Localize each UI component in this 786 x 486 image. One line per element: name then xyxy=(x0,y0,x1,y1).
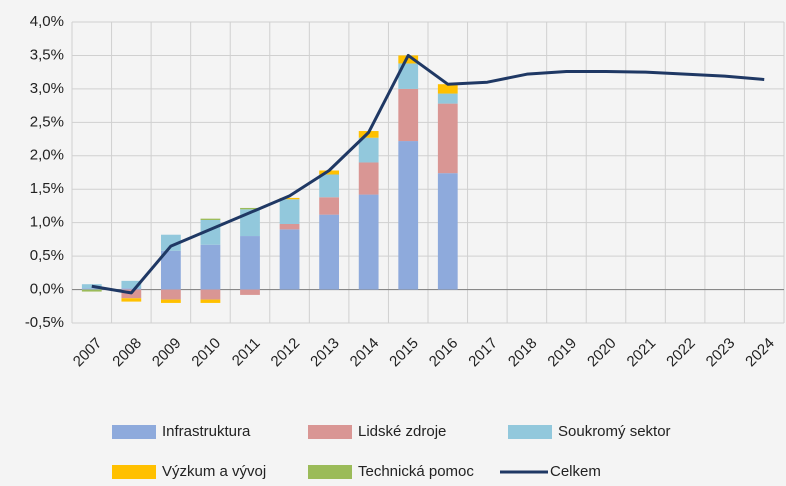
bar-segment xyxy=(200,299,221,303)
bar-segment xyxy=(161,289,181,300)
bar-segment xyxy=(279,197,300,200)
line xyxy=(91,53,765,295)
legend-swatch xyxy=(112,425,156,439)
bar-segment xyxy=(121,280,142,289)
legend-swatch xyxy=(308,465,352,479)
legend-swatch xyxy=(308,425,352,439)
bar-segment xyxy=(161,250,181,290)
bar-segment xyxy=(240,289,260,295)
x-tick-label: 2021 xyxy=(624,335,660,371)
bar-segment xyxy=(319,170,339,175)
bar-segment xyxy=(437,93,458,104)
y-tick-label: 0,0% xyxy=(30,281,64,298)
bar-segment xyxy=(279,199,300,225)
x-tick-label: 2011 xyxy=(229,335,264,370)
legend-label: Technická pomoc xyxy=(358,463,474,480)
legend-swatch xyxy=(508,425,552,439)
bar-segment xyxy=(437,173,458,290)
bar-segment xyxy=(319,197,339,215)
legend-label: Soukromý sektor xyxy=(558,423,671,440)
legend-label: Lidské zdroje xyxy=(358,423,446,440)
y-tick-label: 0,5% xyxy=(30,247,64,264)
bar-segment xyxy=(398,55,419,64)
x-tick-label: 2019 xyxy=(544,335,580,371)
bar-segment xyxy=(121,288,142,290)
bar-segment xyxy=(200,289,221,300)
y-tick-label: 4,0% xyxy=(30,13,64,30)
bar-segment xyxy=(319,214,339,290)
x-tick-label: 2014 xyxy=(347,335,383,371)
bar-segment xyxy=(358,137,379,163)
x-tick-label: 2018 xyxy=(505,335,541,371)
legend-label: Výzkum a vývoj xyxy=(162,463,266,480)
bar-segment xyxy=(121,298,142,302)
legend-label: Infrastruktura xyxy=(162,423,251,440)
bar-segment xyxy=(161,299,181,303)
x-tick-label: 2007 xyxy=(70,335,106,371)
x-tick-label: 2010 xyxy=(188,335,224,371)
y-tick-label: 2,5% xyxy=(30,113,64,130)
x-tick-label: 2008 xyxy=(109,335,145,371)
legend-swatch xyxy=(112,465,156,479)
bar-segment xyxy=(200,244,221,290)
y-tick-label: 3,5% xyxy=(30,46,64,63)
bar-segment xyxy=(240,207,260,210)
x-tick-label: 2022 xyxy=(663,335,699,371)
bar-segment xyxy=(81,288,102,290)
y-tick-label: 1,0% xyxy=(30,214,64,231)
y-tick-label: 2,0% xyxy=(30,147,64,164)
x-tick-label: 2024 xyxy=(742,335,778,371)
bar-segment xyxy=(161,234,181,251)
bar-segment xyxy=(240,236,260,290)
x-tick-label: 2012 xyxy=(268,335,304,371)
x-tick-label: 2013 xyxy=(307,335,343,371)
y-tick-label: -0,5% xyxy=(25,314,64,331)
x-tick-label: 2015 xyxy=(386,335,422,371)
bar-segment xyxy=(437,103,458,174)
bar-segment xyxy=(81,284,102,289)
legend-label: Celkem xyxy=(550,463,601,480)
y-tick-label: 3,0% xyxy=(30,80,64,97)
bar-segment xyxy=(279,229,300,290)
bar-segment xyxy=(81,289,102,292)
bar-segment xyxy=(358,162,379,195)
bar-segment xyxy=(398,141,419,290)
x-tick-label: 2009 xyxy=(149,335,185,371)
y-tick-label: 1,5% xyxy=(30,180,64,197)
bar-segment xyxy=(200,218,221,220)
x-tick-label: 2016 xyxy=(426,335,462,371)
bar-segment xyxy=(358,194,379,290)
bar-segment xyxy=(279,224,300,230)
x-tick-label: 2023 xyxy=(703,335,739,371)
x-tick-label: 2017 xyxy=(465,335,501,371)
bar-segment xyxy=(437,84,458,94)
bar-segment xyxy=(319,174,339,198)
bar-segment xyxy=(398,88,419,142)
bar-segment xyxy=(398,63,419,89)
x-tick-label: 2020 xyxy=(584,335,620,371)
